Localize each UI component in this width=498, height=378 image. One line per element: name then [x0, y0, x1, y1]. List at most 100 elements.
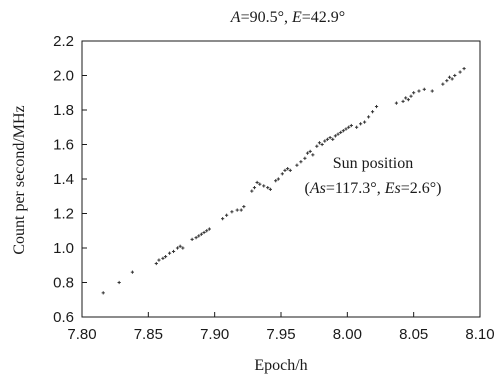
- data-point: [328, 136, 332, 140]
- title-e-value: =42.9°: [302, 9, 345, 26]
- data-point: [283, 168, 287, 172]
- data-point: [221, 217, 225, 221]
- data-point: [331, 137, 335, 141]
- data-point: [266, 186, 270, 190]
- data-point: [308, 149, 312, 153]
- data-point: [450, 77, 454, 81]
- data-point: [163, 255, 168, 259]
- data-point: [315, 144, 319, 148]
- data-point: [252, 186, 257, 190]
- y-tick-label: 1.0: [53, 240, 74, 257]
- data-point: [250, 189, 254, 193]
- annotation-open-paren: (: [305, 180, 310, 197]
- data-point: [274, 179, 278, 183]
- y-tick-label: 2.0: [53, 68, 74, 85]
- data-point: [197, 234, 201, 238]
- data-point: [458, 70, 462, 74]
- y-tick-label: 1.6: [53, 137, 74, 154]
- data-point: [341, 129, 345, 133]
- data-point: [333, 134, 337, 138]
- x-tick-label: 7.85: [134, 326, 163, 343]
- y-tick-label: 2.2: [53, 33, 74, 50]
- data-point: [130, 270, 135, 274]
- data-point: [181, 246, 185, 250]
- data-point: [242, 205, 246, 209]
- data-point: [194, 236, 198, 240]
- data-point: [355, 125, 359, 129]
- data-point: [268, 187, 272, 191]
- data-point: [199, 232, 203, 236]
- data-point: [339, 130, 343, 135]
- data-point: [299, 160, 303, 164]
- y-tick-label: 0.6: [53, 309, 74, 326]
- annotation-as-symbol: As: [309, 180, 326, 197]
- data-point: [286, 167, 290, 171]
- data-point: [311, 153, 315, 157]
- data-point: [401, 99, 405, 103]
- data-point: [409, 94, 413, 98]
- x-tick-label: 7.90: [200, 326, 229, 343]
- data-point: [207, 227, 211, 231]
- data-point: [303, 156, 307, 160]
- data-point: [305, 151, 310, 155]
- data-point: [336, 132, 340, 136]
- y-axis: 0.6 0.8 1.0 1.2 1.4 1.6 1.8 2.0 2.2: [53, 33, 87, 326]
- data-point: [157, 258, 161, 262]
- data-point: [101, 291, 105, 295]
- x-axis-title: Epoch/h: [254, 357, 307, 374]
- x-tick-label: 8.05: [399, 326, 428, 343]
- annotation-line1: Sun position: [333, 155, 413, 172]
- data-point: [258, 182, 262, 186]
- y-tick-label: 1.4: [53, 171, 74, 188]
- x-tick-label: 7.95: [266, 326, 295, 343]
- data-point: [366, 115, 371, 119]
- data-point: [154, 261, 158, 266]
- annotation-es-value: =2.6°): [401, 180, 442, 197]
- data-point: [202, 230, 206, 235]
- data-point: [453, 73, 457, 78]
- title-e-symbol: E: [291, 9, 302, 26]
- data-point: [417, 89, 421, 93]
- data-point: [404, 96, 408, 100]
- data-point: [347, 125, 351, 129]
- data-point: [422, 87, 426, 91]
- x-tick-label: 7.80: [67, 326, 96, 343]
- data-point: [295, 163, 299, 167]
- data-point: [235, 208, 239, 212]
- data-point: [430, 89, 434, 93]
- data-point: [349, 123, 353, 128]
- data-point: [167, 251, 172, 255]
- annotation-es-symbol: Es: [384, 180, 401, 197]
- data-point: [359, 122, 363, 126]
- y-tick-label: 1.8: [53, 102, 74, 119]
- data-point: [412, 91, 416, 95]
- data-point: [374, 104, 379, 109]
- data-point: [406, 98, 410, 102]
- data-point: [262, 184, 266, 188]
- data-point: [323, 139, 327, 143]
- data-point: [171, 249, 176, 254]
- y-axis-title: Count per second/MHz: [11, 105, 28, 254]
- x-axis: 7.80 7.85 7.90 7.95 8.00 8.05 8.10: [67, 312, 495, 343]
- y-tick-label: 1.2: [53, 206, 74, 223]
- data-point: [362, 120, 367, 124]
- data-point: [320, 142, 324, 147]
- data-point: [239, 208, 243, 212]
- x-tick-label: 8.10: [465, 326, 494, 343]
- data-point: [462, 67, 466, 71]
- data-point: [317, 141, 322, 145]
- data-point: [117, 280, 121, 285]
- data-point: [280, 172, 284, 176]
- data-point: [255, 180, 259, 185]
- data-point: [441, 82, 445, 86]
- data-point: [225, 213, 229, 217]
- annotation-as-value: =117.3°,: [326, 180, 385, 197]
- x-tick-label: 8.00: [333, 326, 362, 343]
- data-point: [344, 127, 348, 131]
- data-point: [447, 75, 452, 79]
- data-point: [445, 79, 449, 83]
- data-point: [190, 237, 194, 241]
- title-a-value: =90.5°,: [241, 9, 292, 26]
- data-points: [101, 67, 466, 295]
